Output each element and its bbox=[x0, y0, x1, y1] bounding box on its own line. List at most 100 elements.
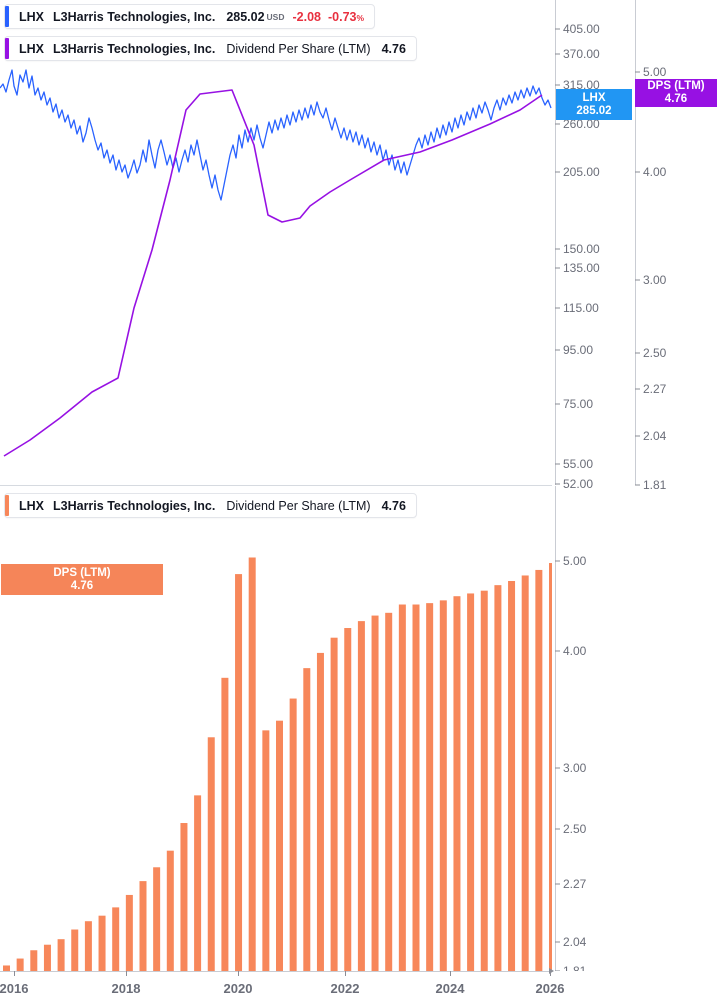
dps-bar bbox=[357, 621, 365, 971]
price-scale-tick-label: 370.00 bbox=[563, 47, 600, 61]
dps-scale-bottom-tick-label: 2.27 bbox=[563, 877, 587, 891]
dps-scale-badge-top: DPS (LTM) 4.76 bbox=[635, 79, 717, 107]
legend-price-currency: USD bbox=[266, 11, 285, 22]
legend-dps-top-study[interactable]: Dividend Per Share (LTM) bbox=[226, 41, 371, 56]
price-scale-tick bbox=[555, 171, 560, 173]
price-plot-area[interactable] bbox=[0, 0, 552, 485]
dps-scale-bottom-tick bbox=[555, 828, 560, 830]
price-scale-tick bbox=[555, 28, 560, 30]
dps-bar bbox=[480, 590, 488, 971]
dps-scale-top-tick-label: 3.00 bbox=[643, 273, 667, 287]
time-scale-tick bbox=[238, 971, 239, 976]
dps-bar bbox=[303, 668, 311, 971]
dps-bottom-badge-label: DPS (LTM) bbox=[53, 566, 111, 579]
dps-scale-bottom[interactable]: 5.004.003.002.502.272.041.81 bbox=[555, 486, 717, 978]
time-scale-tick bbox=[450, 971, 451, 976]
dps-bars-group bbox=[3, 557, 552, 971]
legend-dps-top-ticker[interactable]: LHX bbox=[19, 41, 44, 56]
legend-price-ticker[interactable]: LHX bbox=[19, 9, 44, 24]
dps-bar bbox=[385, 612, 393, 971]
dps-bar bbox=[112, 907, 120, 971]
price-scale-tick bbox=[555, 483, 560, 485]
dps-scale-top-tick bbox=[635, 71, 640, 73]
dps-scale-bottom-tick-label: 2.50 bbox=[563, 822, 587, 836]
dps-chart-svg bbox=[3, 557, 552, 971]
legend-dps-top[interactable]: LHX L3Harris Technologies, Inc. Dividend… bbox=[4, 36, 417, 61]
dps-scale-badge-bottom: DPS (LTM) 4.76 bbox=[1, 564, 163, 595]
dps-bar bbox=[30, 950, 38, 971]
dps-bar bbox=[276, 720, 283, 971]
dps-bar bbox=[166, 850, 174, 971]
price-scale-tick-label: 115.00 bbox=[563, 301, 599, 315]
dps-top-badge-value: 4.76 bbox=[664, 93, 688, 105]
legend-price-company[interactable]: L3Harris Technologies, Inc. bbox=[53, 9, 216, 24]
price-scale-tick-label: 135.00 bbox=[563, 261, 600, 275]
dps-scale-top-tick bbox=[635, 435, 640, 437]
dps-bar bbox=[316, 652, 324, 971]
price-scale-tick bbox=[555, 248, 560, 250]
dps-scale-top[interactable]: 5.00 4.00 3.00 2.50 2.27 2.04 1.81 DPS (LTM) 4… bbox=[635, 0, 717, 492]
time-scale-arrow-icon bbox=[549, 968, 554, 974]
price-pane[interactable] bbox=[0, 0, 717, 486]
legend-dps-bottom-company[interactable]: L3Harris Technologies, Inc. bbox=[53, 498, 216, 513]
dps-pane[interactable] bbox=[0, 486, 717, 971]
time-scale[interactable]: 2016 2018 2020 2022 2024 2026 bbox=[0, 968, 717, 1005]
dps-scale-top-tick-label: 1.81 bbox=[643, 478, 667, 492]
dps-bar bbox=[125, 894, 133, 971]
price-badge-label: LHX bbox=[582, 91, 606, 104]
dps-bar bbox=[453, 596, 461, 971]
dps-scale-top-tick bbox=[635, 388, 640, 390]
dps-plot-area[interactable] bbox=[0, 486, 552, 971]
legend-dps-top-company[interactable]: L3Harris Technologies, Inc. bbox=[53, 41, 216, 56]
dps-scale-bottom-tick bbox=[555, 650, 560, 652]
price-line-series bbox=[0, 69, 552, 201]
price-chart-svg bbox=[0, 69, 552, 457]
dps-bar bbox=[207, 737, 215, 971]
dps-bar bbox=[139, 881, 147, 971]
dps-bar bbox=[521, 575, 529, 971]
dps-bar bbox=[371, 615, 379, 971]
time-scale-tick-label: 2022 bbox=[330, 981, 360, 996]
price-scale-tick-label: 150.00 bbox=[563, 242, 600, 256]
legend-dps-bottom-study[interactable]: Dividend Per Share (LTM) bbox=[226, 498, 371, 513]
pane-divider[interactable] bbox=[0, 485, 552, 486]
price-scale-tick-label: 55.00 bbox=[563, 457, 594, 471]
dps-bar bbox=[535, 569, 543, 971]
dps-bar bbox=[16, 958, 24, 971]
legend-dps-bottom[interactable]: LHX L3Harris Technologies, Inc. Dividend… bbox=[4, 493, 417, 518]
price-scale[interactable]: 405.00 370.00 315.00 260.00 205.00 150.00 135.… bbox=[555, 0, 632, 491]
dps-scale-bottom-tick bbox=[555, 560, 560, 562]
legend-color-swatch-dps-bottom bbox=[5, 495, 9, 516]
price-scale-badge: LHX 285.02 bbox=[556, 89, 632, 120]
time-scale-line bbox=[0, 971, 552, 972]
price-scale-tick bbox=[555, 307, 560, 309]
legend-price-change-percent: -0.73% bbox=[328, 9, 365, 24]
dps-scale-top-tick-label: 2.04 bbox=[643, 429, 667, 443]
legend-color-swatch-dps-top bbox=[5, 38, 9, 59]
dps-scale-bottom-tick bbox=[555, 767, 560, 769]
dps-bar bbox=[262, 730, 270, 971]
legend-dps-bottom-ticker[interactable]: LHX bbox=[19, 498, 44, 513]
dps-bar bbox=[71, 929, 79, 971]
time-scale-tick bbox=[550, 971, 551, 976]
dps-bar bbox=[221, 677, 229, 971]
dps-bar bbox=[248, 557, 256, 971]
dps-scale-top-line bbox=[635, 0, 636, 485]
dps-bar bbox=[439, 600, 447, 971]
dps-bar bbox=[467, 593, 475, 971]
dps-scale-top-tick-label: 5.00 bbox=[643, 65, 667, 79]
dps-bar bbox=[398, 604, 406, 971]
time-scale-tick-label: 2018 bbox=[111, 981, 141, 996]
dps-scale-top-tick-label: 2.27 bbox=[643, 382, 667, 396]
time-scale-tick-label: 2026 bbox=[535, 981, 565, 996]
legend-dps-bottom-value: 4.76 bbox=[381, 498, 406, 513]
time-scale-tick-label: 2020 bbox=[223, 981, 253, 996]
time-scale-tick bbox=[14, 971, 15, 976]
dps-bar bbox=[235, 574, 243, 971]
price-scale-tick-label: 95.00 bbox=[563, 343, 594, 357]
legend-price[interactable]: LHX L3Harris Technologies, Inc. 285.02 U… bbox=[4, 4, 376, 29]
dps-scale-bottom-tick-label: 5.00 bbox=[563, 554, 587, 568]
dps-bar bbox=[412, 604, 420, 971]
dps-bar bbox=[43, 944, 51, 971]
price-badge-value: 285.02 bbox=[576, 104, 612, 117]
